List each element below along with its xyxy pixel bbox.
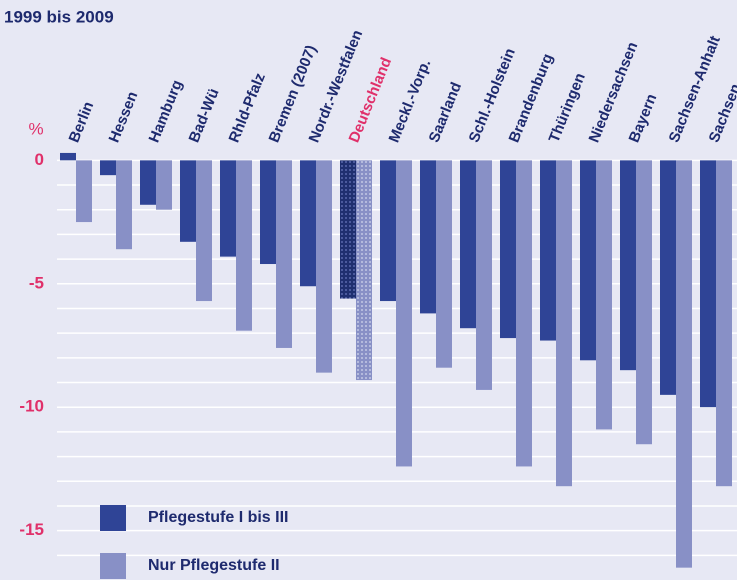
- bar: [300, 160, 316, 287]
- bar: [620, 160, 636, 371]
- bar: [596, 160, 612, 430]
- bar: [356, 160, 372, 381]
- bar: [540, 160, 556, 341]
- x-tick-label: Hessen: [106, 89, 142, 145]
- bar: [260, 160, 276, 265]
- bar: [60, 152, 76, 161]
- bar: [76, 160, 92, 223]
- legend-label: Nur Pflegestufe II: [148, 557, 280, 574]
- bar: [276, 160, 292, 348]
- bar: [380, 160, 396, 302]
- y-tick-label: -10: [19, 397, 44, 416]
- y-tick-label: 0: [35, 150, 44, 169]
- x-tick-label: Berlin: [66, 99, 98, 145]
- bar: [396, 160, 412, 467]
- legend-label: Pflegestufe I bis III: [148, 509, 288, 526]
- bar: [660, 160, 676, 395]
- bar: [556, 160, 572, 487]
- bar: [716, 160, 732, 487]
- bar: [316, 160, 332, 373]
- x-tick-label: Sachsen: [706, 81, 737, 145]
- bar: [636, 160, 652, 445]
- bar: [116, 160, 132, 250]
- legend-swatch: [100, 553, 126, 579]
- y-unit: %: [28, 119, 43, 138]
- bar: [676, 160, 692, 568]
- legend-swatch: [100, 505, 126, 531]
- x-tick-label: Thüringen: [546, 71, 589, 145]
- bar: [500, 160, 516, 339]
- y-tick-label: -5: [29, 273, 44, 292]
- bar: [220, 160, 236, 257]
- bar: [156, 160, 172, 210]
- x-tick-label: Saarland: [426, 80, 466, 145]
- y-tick-label: -15: [19, 520, 44, 539]
- x-tick-label: Bad-Wü: [186, 86, 223, 145]
- bar: [420, 160, 436, 314]
- bar: [340, 160, 356, 299]
- bar: [140, 160, 156, 205]
- bar: [196, 160, 212, 302]
- bar: [580, 160, 596, 361]
- x-tick-label: Hamburg: [146, 78, 186, 145]
- bar: [180, 160, 196, 242]
- chart-subtitle: 1999 bis 2009: [4, 7, 114, 26]
- x-tick-label: Rhld-Pfalz: [226, 71, 269, 145]
- bar: [436, 160, 452, 368]
- bar: [460, 160, 476, 329]
- x-tick-label: Bayern: [626, 91, 661, 145]
- bar: [236, 160, 252, 331]
- bar: [700, 160, 716, 408]
- bar: [516, 160, 532, 467]
- bar: [476, 160, 492, 390]
- bar: [100, 160, 116, 176]
- x-tick-label: Meckl.-Vorp.: [386, 57, 435, 145]
